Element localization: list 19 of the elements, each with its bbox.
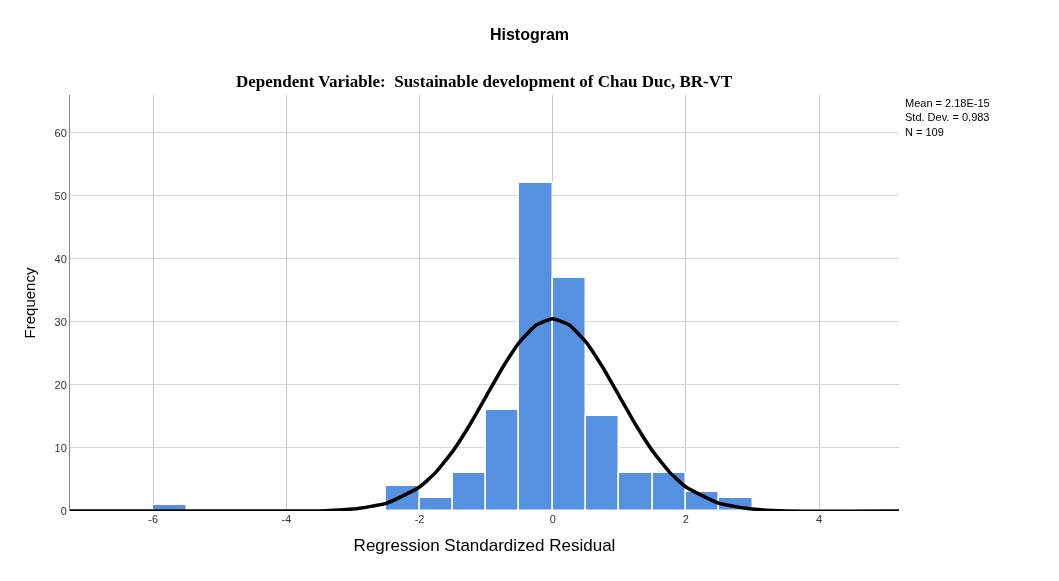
- y-tick-label: 30: [54, 315, 67, 328]
- x-tick-label: -2: [414, 513, 425, 525]
- y-tick-label: 10: [54, 441, 67, 454]
- text: Mean = 2.18E-15 Std. Dev. = 0.983 N = 109: [905, 97, 990, 138]
- y-tick-label: 50: [54, 189, 67, 202]
- chart-title: Histogram: [489, 26, 570, 44]
- x-tick-label: -4: [281, 513, 292, 525]
- x-tick-label: 2: [682, 513, 689, 525]
- x-tick-label: 4: [816, 513, 823, 525]
- y-tick-label: 60: [54, 126, 67, 139]
- x-axis-title: Regression Standardized Residual: [353, 536, 616, 556]
- y-tick-label: 0: [60, 504, 67, 517]
- y-tick-label: 40: [54, 252, 67, 265]
- y-tick-label: 20: [54, 378, 67, 391]
- x-tick-label: 0: [549, 513, 556, 525]
- line-series: [70, 317, 899, 511]
- y-axis-title: Frequency: [20, 267, 38, 339]
- chart-subtitle: Dependent Variable: Sustainable development of Chau Duc, BR-VT: [236, 72, 734, 91]
- x-tick-label: -6: [148, 513, 159, 525]
